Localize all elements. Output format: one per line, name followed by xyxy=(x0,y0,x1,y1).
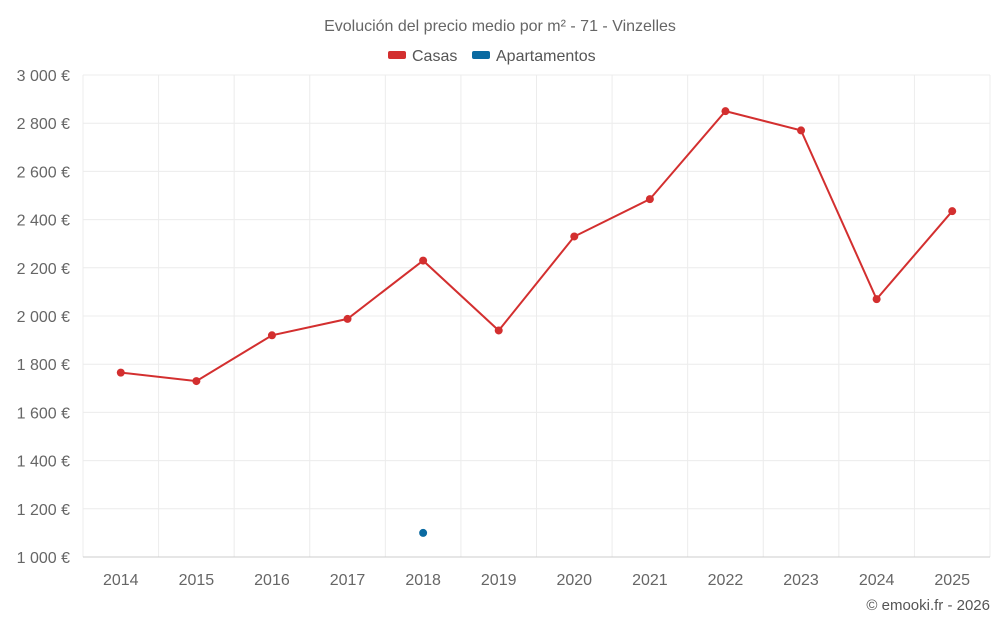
legend-label-apartamentos: Apartamentos xyxy=(496,48,596,65)
data-point-casas-2021[interactable] xyxy=(645,195,654,204)
data-point-casas-2019[interactable] xyxy=(494,326,503,335)
x-tick-label: 2021 xyxy=(632,572,668,589)
x-tick-label: 2023 xyxy=(783,572,819,589)
x-tick-label: 2015 xyxy=(179,572,215,589)
grid xyxy=(82,74,991,558)
x-tick-label: 2020 xyxy=(556,572,592,589)
y-tick-label: 2 800 € xyxy=(17,116,70,133)
y-tick-label: 1 600 € xyxy=(17,405,70,422)
x-tick-label: 2016 xyxy=(254,572,290,589)
data-point-casas-2018[interactable] xyxy=(419,256,428,265)
data-point-casas-2017[interactable] xyxy=(343,314,352,323)
data-point-casas-2025[interactable] xyxy=(948,207,957,216)
x-tick-label: 2018 xyxy=(405,572,441,589)
y-tick-label: 3 000 € xyxy=(17,68,70,85)
x-tick-label: 2022 xyxy=(708,572,744,589)
y-tick-label: 1 800 € xyxy=(17,357,70,374)
legend-label-casas: Casas xyxy=(412,48,457,65)
x-tick-label: 2017 xyxy=(330,572,366,589)
legend-item-apartamentos[interactable]: Apartamentos xyxy=(472,48,596,65)
data-point-casas-2016[interactable] xyxy=(267,331,276,340)
y-axis: 1 000 € 1 200 € 1 400 € 1 600 € 1 800 € 2 000… xyxy=(17,68,70,567)
x-tick-label: 2025 xyxy=(934,572,970,589)
series-layer xyxy=(116,107,957,537)
data-point-casas-2023[interactable] xyxy=(797,126,806,135)
y-tick-label: 1 000 € xyxy=(17,550,70,567)
x-tick-label: 2014 xyxy=(103,572,139,589)
data-point-casas-2015[interactable] xyxy=(192,377,201,386)
legend: Casas Apartamentos xyxy=(388,48,596,65)
y-tick-label: 2 000 € xyxy=(17,309,70,326)
chart-title: Evolución del precio medio por m² - 71 -… xyxy=(324,18,676,35)
credit-text[interactable]: © emooki.fr - 2026 xyxy=(866,597,990,614)
legend-swatch-casas xyxy=(388,51,406,59)
data-point-apartamentos-2018[interactable] xyxy=(419,528,428,537)
x-axis: 2014 2015 2016 2017 2018 2019 2020 2021 2022 2023… xyxy=(83,556,990,589)
legend-swatch-apartamentos xyxy=(472,51,490,59)
y-tick-label: 2 400 € xyxy=(17,213,70,230)
data-point-casas-2024[interactable] xyxy=(872,295,881,304)
y-tick-label: 2 200 € xyxy=(17,261,70,278)
y-tick-label: 1 400 € xyxy=(17,454,70,471)
data-point-casas-2022[interactable] xyxy=(721,107,730,116)
data-point-casas-2014[interactable] xyxy=(116,368,125,377)
x-tick-label: 2019 xyxy=(481,572,517,589)
series-line-casas xyxy=(120,109,953,383)
x-tick-label: 2024 xyxy=(859,572,895,589)
y-tick-label: 1 200 € xyxy=(17,502,70,519)
y-tick-label: 2 600 € xyxy=(17,164,70,181)
legend-item-casas[interactable]: Casas xyxy=(388,48,457,65)
data-point-casas-2020[interactable] xyxy=(570,232,579,241)
